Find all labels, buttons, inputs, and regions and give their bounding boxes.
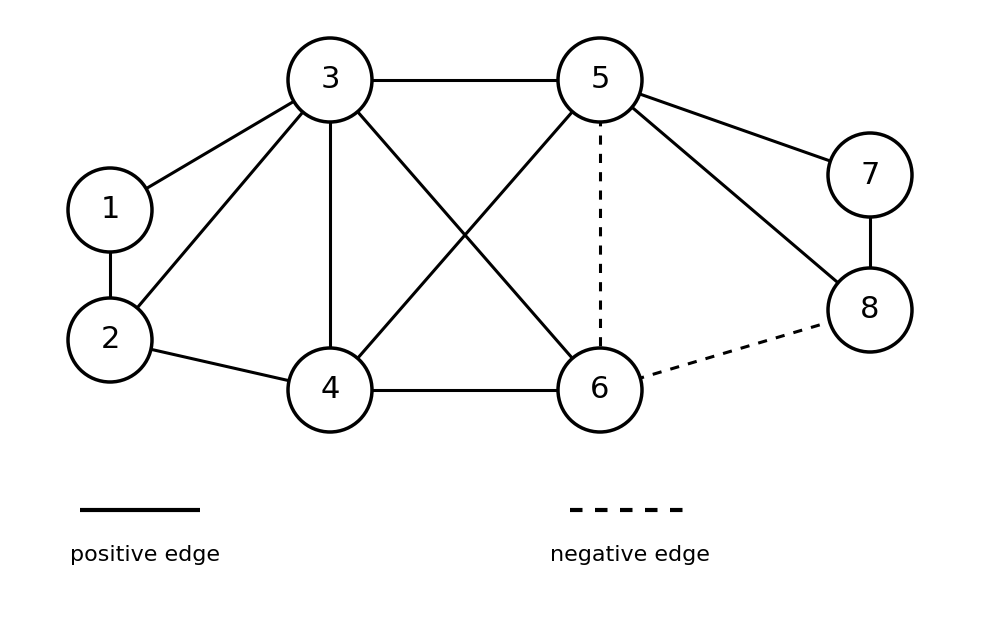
Text: 7: 7 [860,161,880,190]
Text: 6: 6 [590,375,610,404]
Text: 3: 3 [320,66,340,95]
Text: 5: 5 [590,66,610,95]
Text: 2: 2 [100,325,120,355]
Circle shape [68,298,152,382]
Text: 8: 8 [860,296,880,324]
Text: positive edge: positive edge [70,545,220,565]
Circle shape [558,38,642,122]
Text: negative edge: negative edge [550,545,710,565]
Circle shape [68,168,152,252]
Circle shape [828,133,912,217]
Circle shape [828,268,912,352]
Text: 4: 4 [320,375,340,404]
Circle shape [558,348,642,432]
Text: 1: 1 [100,195,120,224]
Circle shape [288,38,372,122]
Circle shape [288,348,372,432]
